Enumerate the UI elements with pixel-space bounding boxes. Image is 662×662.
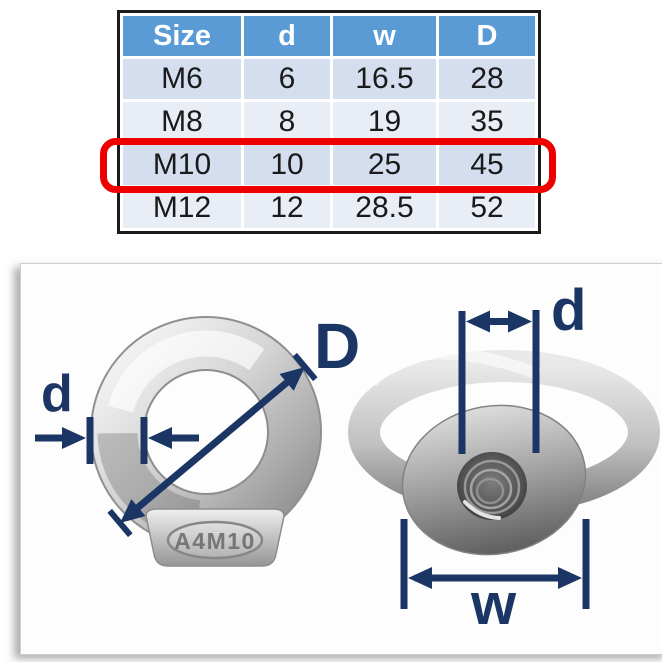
stamp-text: A4M10 bbox=[174, 528, 256, 554]
column-header-w: w bbox=[333, 16, 436, 56]
product-photo-panel: A4M10 bbox=[20, 263, 662, 655]
eye-nut-diagram: A4M10 bbox=[35, 310, 660, 609]
cell-w: 16.5 bbox=[333, 59, 436, 99]
highlight-ring bbox=[100, 138, 556, 193]
table-row-m10-highlighted: M10 10 25 45 bbox=[123, 145, 535, 185]
dim-label-hole-diameter: d bbox=[551, 278, 587, 343]
cell-d: 12 bbox=[244, 188, 330, 228]
cell-w: 28.5 bbox=[333, 188, 436, 228]
dim-arrow-thickness bbox=[35, 417, 199, 464]
dim-label-outer-diameter: D bbox=[314, 310, 361, 382]
column-header-size: Size bbox=[123, 16, 241, 56]
dimensions-table: Size d w D M6 6 16.5 28 M8 8 19 35 M10 1… bbox=[117, 10, 541, 234]
column-header-D: D bbox=[439, 16, 535, 56]
column-header-d: d bbox=[244, 16, 330, 56]
cell-d: 8 bbox=[244, 102, 330, 142]
dim-label-base-width: w bbox=[471, 572, 517, 637]
dimension-annotations bbox=[35, 310, 590, 609]
dim-arrow-base-width bbox=[400, 519, 590, 609]
cell-d: 6 bbox=[244, 59, 330, 99]
dim-arrow-outer-diameter bbox=[107, 352, 318, 538]
cell-D: 35 bbox=[439, 102, 535, 142]
cell-D: 45 bbox=[439, 145, 535, 185]
table-row-m6: M6 6 16.5 28 bbox=[123, 59, 535, 99]
cell-d: 10 bbox=[244, 145, 330, 185]
cell-size: M8 bbox=[123, 102, 241, 142]
dim-label-thickness: d bbox=[41, 365, 73, 423]
stamp-oval bbox=[166, 520, 264, 560]
eye-nut-bottom-view bbox=[348, 347, 660, 556]
threaded-hole bbox=[457, 452, 527, 520]
table-header-row: Size d w D bbox=[123, 16, 535, 56]
cell-w: 19 bbox=[333, 102, 436, 142]
cell-D: 28 bbox=[439, 59, 535, 99]
cell-size: M6 bbox=[123, 59, 241, 99]
dim-arrow-hole-diameter bbox=[458, 310, 540, 454]
cell-D: 52 bbox=[439, 188, 535, 228]
cell-size: M12 bbox=[123, 188, 241, 228]
table-row-m12: M12 12 28.5 52 bbox=[123, 188, 535, 228]
cell-w: 25 bbox=[333, 145, 436, 185]
cell-size: M10 bbox=[123, 145, 241, 185]
table-row-m8: M8 8 19 35 bbox=[123, 102, 535, 142]
eye-nut-front-view: A4M10 bbox=[90, 316, 322, 567]
